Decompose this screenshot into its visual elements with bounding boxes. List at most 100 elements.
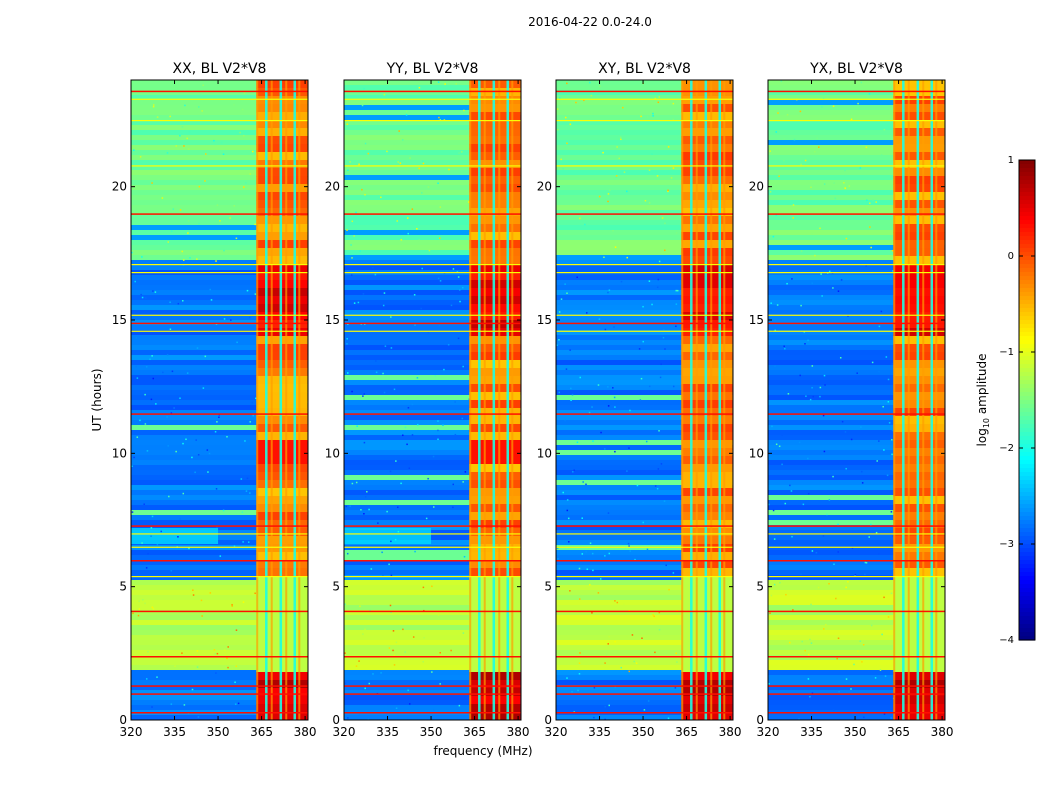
heatmap-speckle [346, 229, 348, 231]
heatmap-speckle [241, 108, 244, 111]
heatmap-speckle [819, 227, 821, 230]
heatmap-speckle [845, 678, 848, 680]
heatmap-speckle [179, 397, 181, 399]
flag-line [768, 165, 945, 167]
y-tick-label: 10 [749, 446, 764, 460]
heatmap-speckle [215, 672, 217, 674]
x-axis-label: frequency (MHz) [433, 744, 532, 758]
colorbar-swatch [1019, 560, 1035, 565]
y-tick-label: 10 [112, 446, 127, 460]
heatmap-speckle [382, 372, 384, 375]
heatmap-speckle [859, 640, 862, 642]
heatmap-speckle [620, 666, 622, 669]
heatmap-speckle [153, 104, 155, 106]
heatmap-speckle [800, 250, 803, 252]
heatmap-speckle [462, 365, 464, 368]
heatmap-row [344, 350, 521, 356]
heatmap-row [131, 350, 308, 356]
flag-line [344, 322, 521, 325]
heatmap-row [768, 445, 945, 451]
flag-line [344, 90, 521, 93]
heatmap-speckle [566, 142, 568, 145]
heatmap-row [768, 595, 945, 601]
heatmap-speckle [439, 683, 441, 685]
heatmap-speckle [254, 293, 257, 295]
heatmap-row [768, 590, 945, 596]
heatmap-speckle [807, 653, 810, 656]
heatmap-row [344, 135, 521, 141]
heatmap-speckle [202, 84, 204, 87]
heatmap-speckle [892, 535, 894, 537]
colorbar-swatch [1019, 404, 1035, 409]
flag-line [131, 712, 308, 714]
y-tick-label: 5 [332, 580, 340, 594]
heatmap-row [131, 265, 308, 271]
heatmap-speckle [843, 182, 845, 184]
heatmap-speckle [134, 280, 136, 283]
colorbar-swatch [1019, 444, 1035, 449]
heatmap-speckle [876, 460, 878, 462]
colorbar-swatch [1019, 416, 1035, 421]
colorbar-swatch [1019, 216, 1035, 221]
colorbar-swatch [1019, 536, 1035, 541]
heatmap-speckle [850, 438, 853, 441]
heatmap-speckle [588, 411, 591, 414]
rfi-gap-line [930, 80, 933, 720]
heatmap-speckle [437, 81, 440, 83]
y-tick-label: 15 [749, 313, 764, 327]
flag-line [768, 576, 945, 578]
heatmap-row [344, 455, 521, 461]
heatmap-speckle [892, 270, 894, 272]
heatmap-row [131, 335, 308, 341]
heatmap-speckle [778, 175, 780, 178]
colorbar-swatch [1019, 544, 1035, 549]
heatmap-speckle [346, 123, 349, 126]
x-tick-label: 380 [507, 725, 530, 739]
heatmap-speckle [377, 522, 379, 524]
heatmap-row [556, 375, 733, 381]
heatmap-row [344, 520, 521, 526]
heatmap-speckle [398, 130, 400, 132]
heatmap-speckle [249, 316, 251, 319]
heatmap-row [556, 515, 733, 521]
heatmap-row [768, 120, 945, 126]
flag-line [556, 610, 733, 613]
heatmap-speckle [434, 375, 437, 377]
heatmap-row [344, 280, 521, 286]
heatmap-speckle [361, 188, 363, 191]
heatmap-row [131, 500, 308, 506]
heatmap-speckle [620, 280, 623, 283]
heatmap-row [556, 265, 733, 271]
heatmap-speckle [627, 542, 630, 545]
heatmap-speckle [774, 329, 777, 332]
heatmap-speckle [860, 81, 863, 84]
heatmap-speckle [770, 302, 772, 304]
heatmap-row [768, 695, 945, 701]
heatmap-speckle [642, 340, 644, 343]
heatmap-speckle [775, 131, 777, 133]
heatmap-row [344, 595, 521, 601]
heatmap-row [556, 635, 733, 641]
heatmap-row [556, 185, 733, 191]
heatmap-speckle [174, 665, 176, 668]
heatmap-speckle [395, 460, 397, 462]
heatmap-speckle [454, 433, 457, 436]
heatmap-speckle [233, 545, 236, 547]
heatmap-speckle [628, 545, 630, 547]
heatmap-speckle [821, 295, 823, 297]
colorbar-swatch [1019, 356, 1035, 361]
heatmap-speckle [864, 573, 866, 576]
flag-line [556, 322, 733, 325]
heatmap-row [344, 690, 521, 696]
heatmap-row [556, 150, 733, 156]
heatmap-speckle [383, 93, 386, 96]
colorbar-swatch [1019, 372, 1035, 377]
heatmap-row [768, 435, 945, 441]
heatmap-speckle [814, 151, 816, 153]
heatmap-speckle [355, 211, 357, 214]
heatmap-row [556, 425, 733, 431]
x-tick-label: 320 [120, 725, 143, 739]
heatmap-row [768, 180, 945, 186]
heatmap-speckle [233, 205, 236, 207]
heatmap-row [131, 700, 308, 706]
